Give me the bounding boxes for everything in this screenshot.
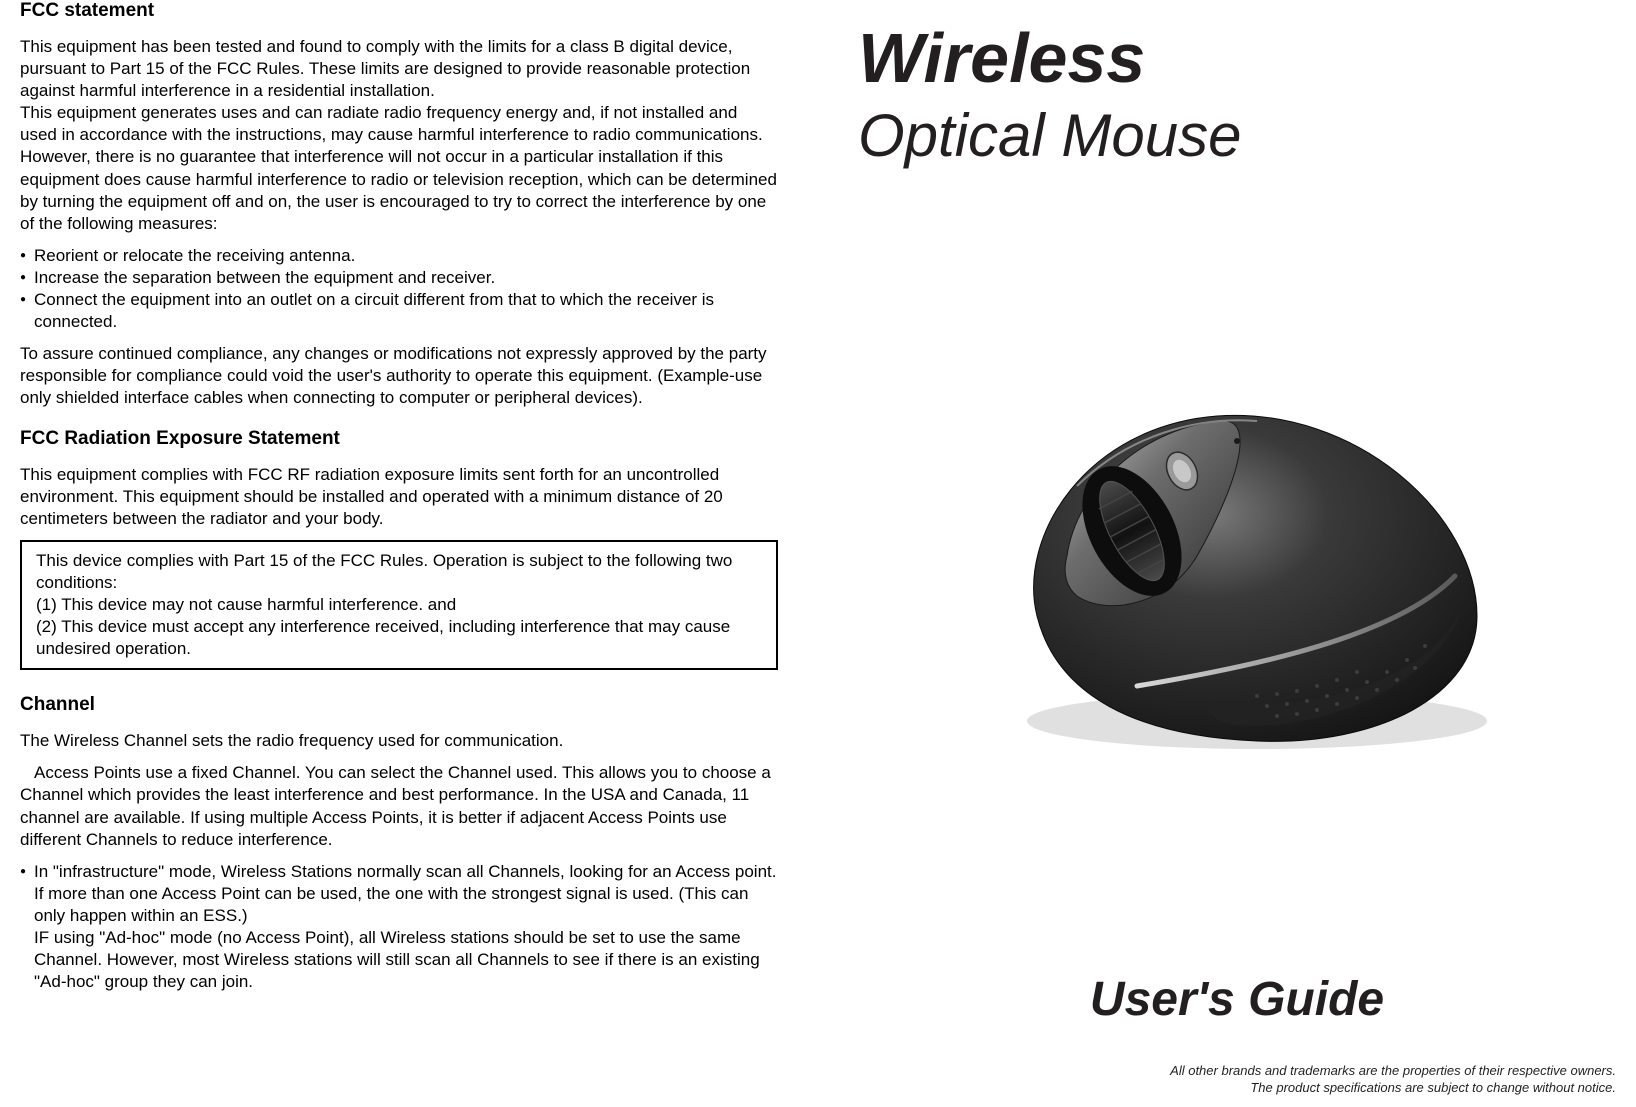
- fcc-paragraph-2: To assure continued compliance, any chan…: [20, 343, 778, 409]
- legal-footer: All other brands and trademarks are the …: [1170, 1063, 1616, 1097]
- product-title-block: Wireless Optical Mouse: [858, 20, 1616, 169]
- channel-heading: Channel: [20, 694, 778, 716]
- right-column: Wireless Optical Mouse: [818, 0, 1636, 1107]
- channel-paragraph-1: The Wireless Channel sets the radio freq…: [20, 730, 778, 752]
- channel-bullet-list: In "infrastructure" mode, Wireless Stati…: [20, 861, 778, 994]
- footer-line-2: The product specifications are subject t…: [1170, 1080, 1616, 1097]
- fcc-bullet-list: Reorient or relocate the receiving anten…: [20, 245, 778, 333]
- left-column: FCC statement This equipment has been te…: [0, 0, 818, 1107]
- product-title-line1: Wireless: [858, 20, 1616, 97]
- fcc-paragraph-1: This equipment has been tested and found…: [20, 36, 778, 235]
- compliance-box: This device complies with Part 15 of the…: [20, 540, 778, 670]
- indicator-dot: [1234, 438, 1240, 444]
- radiation-paragraph: This equipment complies with FCC RF radi…: [20, 464, 778, 530]
- mouse-svg: [957, 356, 1517, 776]
- users-guide-title: User's Guide: [858, 972, 1616, 1027]
- fcc-bullet-3: Connect the equipment into an outlet on …: [20, 289, 778, 333]
- fcc-bullet-1: Reorient or relocate the receiving anten…: [20, 245, 778, 267]
- product-title-line2: Optical Mouse: [858, 103, 1616, 169]
- channel-bullet-1: In "infrastructure" mode, Wireless Stati…: [20, 861, 778, 994]
- fcc-bullet-2: Increase the separation between the equi…: [20, 267, 778, 289]
- mouse-illustration: [858, 199, 1616, 932]
- footer-line-1: All other brands and trademarks are the …: [1170, 1063, 1616, 1080]
- radiation-heading: FCC Radiation Exposure Statement: [20, 428, 778, 450]
- channel-paragraph-2: Access Points use a fixed Channel. You c…: [20, 762, 778, 850]
- fcc-heading: FCC statement: [20, 0, 778, 22]
